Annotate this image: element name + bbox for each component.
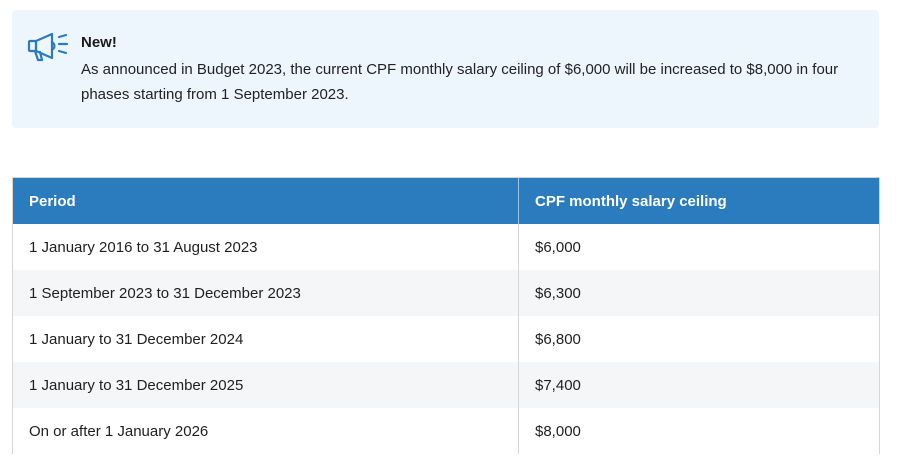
period-cell: 1 January 2016 to 31 August 2023 — [13, 224, 519, 270]
notice-body: As announced in Budget 2023, the current… — [81, 61, 839, 103]
period-cell: On or after 1 January 2026 — [13, 408, 519, 454]
period-cell: 1 January to 31 December 2024 — [13, 316, 519, 362]
table-row: 1 January 2016 to 31 August 2023 $6,000 — [13, 224, 879, 270]
ceiling-cell: $8,000 — [518, 408, 879, 454]
table-row: 1 January to 31 December 2025 $7,400 — [13, 362, 879, 408]
table-row: On or after 1 January 2026 $8,000 — [13, 408, 879, 454]
table-row: 1 January to 31 December 2024 $6,800 — [13, 316, 879, 362]
period-cell: 1 September 2023 to 31 December 2023 — [13, 270, 519, 316]
table-header-row: Period CPF monthly salary ceiling — [13, 178, 879, 224]
notice-title: New! — [81, 34, 117, 51]
header-salary-ceiling: CPF monthly salary ceiling — [518, 178, 879, 224]
header-period: Period — [13, 178, 519, 224]
table-row: 1 September 2023 to 31 December 2023 $6,… — [13, 270, 879, 316]
period-cell: 1 January to 31 December 2025 — [13, 362, 519, 408]
ceiling-cell: $6,000 — [518, 224, 879, 270]
salary-ceiling-table: Period CPF monthly salary ceiling 1 Janu… — [12, 177, 880, 454]
ceiling-cell: $6,800 — [518, 316, 879, 362]
ceiling-cell: $6,300 — [518, 270, 879, 316]
announcement-banner: New! As announced in Budget 2023, the cu… — [12, 10, 879, 128]
ceiling-cell: $7,400 — [518, 362, 879, 408]
megaphone-icon — [27, 32, 69, 62]
